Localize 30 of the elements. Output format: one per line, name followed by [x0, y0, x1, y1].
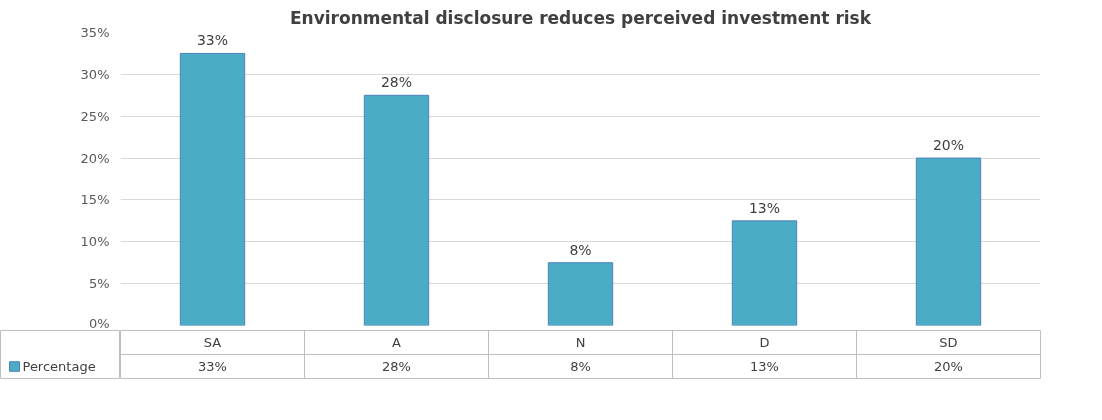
text: 20%	[932, 137, 965, 154]
data-label: 33%	[198, 359, 227, 374]
y-tick-label: 5%	[88, 276, 110, 292]
bar	[915, 157, 982, 326]
data-label: 8%	[570, 359, 591, 374]
x-tick-label: N	[575, 335, 586, 350]
x-tick-label: A	[392, 335, 402, 350]
y-tick-label: 35%	[80, 25, 110, 40]
legend-label: Percentage	[22, 359, 96, 374]
bar	[179, 52, 246, 326]
text: 33%	[196, 32, 229, 49]
bar	[363, 94, 430, 326]
data-label: 13%	[750, 359, 779, 374]
text: 8%	[569, 241, 592, 258]
y-tick-label: 10%	[80, 234, 110, 250]
text: 28%	[380, 74, 413, 91]
bar	[547, 262, 614, 326]
text: 13%	[748, 199, 781, 216]
chart-title: Environmental disclosure reduces perceived investment risk	[289, 7, 872, 28]
x-tick-label: SA	[203, 335, 222, 350]
y-tick-label: 20%	[80, 150, 110, 166]
y-tick-label: 0%	[88, 315, 110, 331]
data-label: 20%	[934, 359, 963, 374]
y-tick-label: 30%	[80, 66, 110, 82]
bar	[731, 220, 798, 326]
y-tick-label: 15%	[80, 192, 110, 208]
data-label: 28%	[382, 359, 411, 374]
x-tick-label: SD	[939, 335, 958, 350]
x-tick-label: D	[759, 335, 770, 350]
y-tick-label: 25%	[80, 108, 110, 124]
